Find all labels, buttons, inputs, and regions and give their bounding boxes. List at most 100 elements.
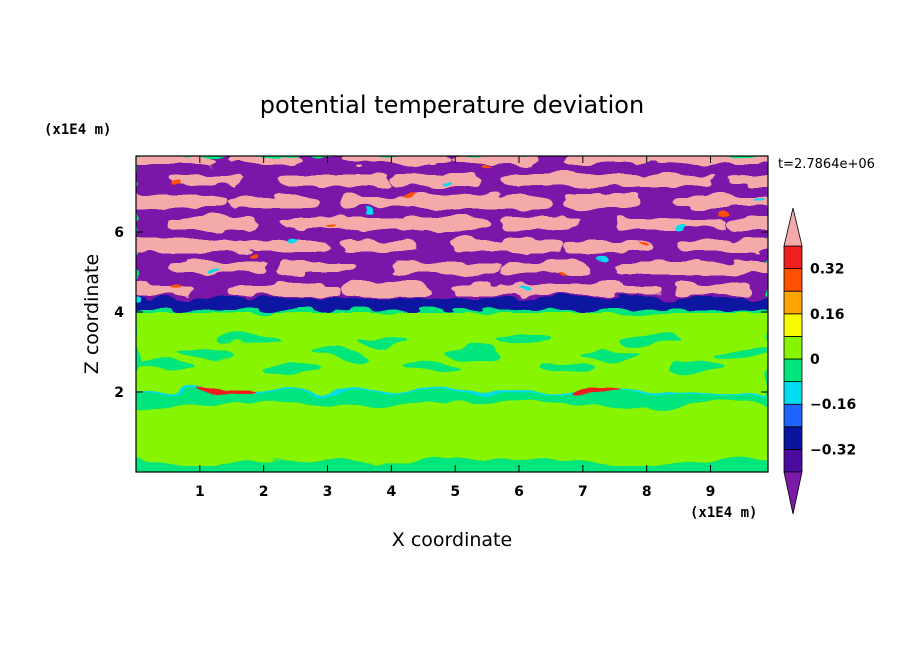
- pink-band-segment: [452, 284, 575, 296]
- front-mark: [715, 212, 726, 216]
- pink-band-segment: [391, 174, 480, 186]
- front-mark: [442, 179, 453, 184]
- pink-band-segment: [228, 284, 340, 296]
- dark-band: [136, 298, 768, 310]
- filament: [356, 335, 414, 345]
- time-label: t=2.7864e+06: [778, 157, 875, 172]
- front-mark: [169, 283, 180, 288]
- y-tick-label: 2: [114, 385, 124, 401]
- colorbar-extend-max: [783, 207, 803, 247]
- pink-band-segment: [563, 156, 687, 164]
- pink-band-segment: [675, 284, 753, 296]
- front-mark: [136, 298, 141, 302]
- x-tick-label: 7: [578, 484, 588, 500]
- filament: [311, 349, 370, 359]
- front-mark: [520, 286, 531, 290]
- colorbar-swatch: [783, 358, 803, 383]
- x-tick-label: 6: [514, 484, 524, 500]
- pink-band-segment: [136, 284, 194, 296]
- colorbar-tick-label: 0.32: [810, 262, 845, 278]
- colorbar-swatch: [783, 245, 803, 270]
- front-mark: [676, 226, 687, 231]
- colorbar-swatch: [783, 313, 803, 337]
- filament: [177, 349, 235, 359]
- pink-band-segment: [228, 196, 317, 208]
- pink-band-segment: [614, 262, 738, 274]
- colorbar-swatch: [783, 403, 803, 428]
- colorbar-swatch: [783, 335, 803, 360]
- pink-band-segment: [391, 218, 491, 230]
- front-mark: [167, 182, 178, 187]
- pink-band-segment: [279, 174, 391, 186]
- tropopause-line: [136, 310, 768, 313]
- front-mark: [481, 164, 492, 169]
- pink-band-segment: [279, 262, 357, 274]
- pink-band-segment: [340, 240, 417, 252]
- hot-spot: [196, 390, 229, 395]
- hot-spot: [222, 390, 255, 394]
- colorbar-tick-label: 0: [810, 352, 820, 368]
- pink-band-segment: [167, 174, 245, 186]
- front-mark: [598, 256, 609, 261]
- colorbar-swatch: [783, 381, 803, 405]
- pink-band-segment: [228, 156, 306, 164]
- pink-band-segment: [726, 174, 768, 186]
- front-mark: [208, 268, 219, 273]
- pink-band-segment: [503, 262, 592, 274]
- front-mark: [754, 197, 765, 202]
- hot-spot: [586, 390, 618, 394]
- pink-band-segment: [675, 240, 768, 252]
- colorbar-swatch: [783, 426, 803, 450]
- filament: [490, 335, 548, 345]
- filament: [400, 363, 459, 373]
- x-axis-unit: (x1E4 m): [690, 505, 757, 521]
- colorbar-tick-labels: −0.32 −0.16 0 0.16 0.32: [810, 262, 856, 459]
- pink-band-segment: [391, 262, 503, 274]
- filament: [534, 363, 593, 373]
- filament: [136, 363, 191, 373]
- pink-band-segment: [279, 218, 403, 230]
- x-tick-label: 4: [386, 484, 396, 500]
- y-tick-label: 4: [114, 305, 124, 321]
- filament: [445, 349, 504, 359]
- filament: [222, 335, 280, 345]
- pink-band-segment: [503, 218, 580, 230]
- pink-band-segment: [675, 196, 768, 208]
- colorbar-swatch: [783, 448, 803, 473]
- pink-band-segment: [136, 156, 217, 164]
- upper-layer-bands: [136, 156, 768, 313]
- x-tick-label: 5: [450, 484, 460, 500]
- pink-band-segment: [563, 284, 664, 296]
- pink-band-segment: [452, 196, 552, 208]
- x-tick-label: 2: [259, 484, 269, 500]
- colorbar-extend-min: [783, 471, 803, 515]
- filament: [579, 349, 638, 359]
- pink-band-segment: [228, 240, 329, 252]
- pink-band-segment: [726, 262, 768, 274]
- colorbar-tick-label: 0.16: [810, 307, 845, 323]
- front-mark: [637, 241, 648, 246]
- y-tick-labels: 2 4 6: [114, 225, 124, 401]
- contour-field: [136, 156, 768, 472]
- x-tick-label: 3: [323, 484, 333, 500]
- pink-band-segment: [340, 196, 463, 208]
- colorbar-tick-label: −0.32: [810, 442, 856, 458]
- chart-title: potential temperature deviation: [260, 91, 644, 119]
- interface-line: [136, 391, 768, 394]
- filament: [669, 363, 727, 373]
- front-mark: [325, 224, 336, 228]
- lower-layer-eddies: [136, 312, 768, 466]
- colorbar: [783, 207, 803, 515]
- pink-band-segment: [614, 218, 726, 230]
- pink-band-segment: [167, 218, 257, 230]
- pink-band-segment: [563, 240, 652, 252]
- pink-band-segment: [340, 284, 429, 296]
- eddy-blob: [627, 401, 768, 462]
- front-mark: [364, 209, 375, 214]
- colorbar-swatch: [783, 290, 803, 315]
- front-mark: [286, 238, 297, 243]
- pink-band-segment: [452, 156, 541, 164]
- x-axis-label: X coordinate: [392, 529, 512, 551]
- pink-band-segment: [136, 240, 240, 252]
